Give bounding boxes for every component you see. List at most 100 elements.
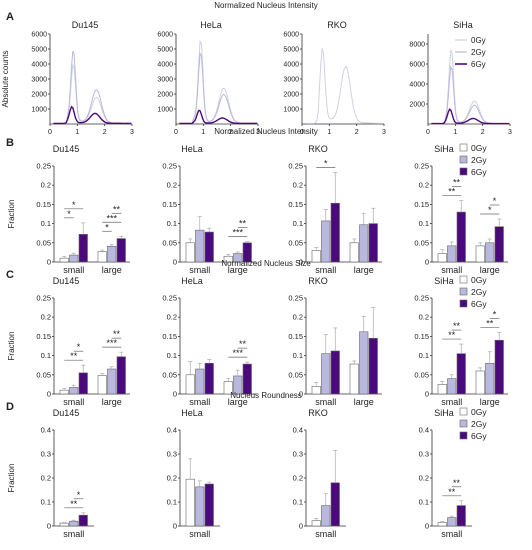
bar-2Gy-small <box>69 520 79 527</box>
y-tick-label: 0.4 <box>419 426 429 435</box>
y-tick-label: 0.15 <box>288 332 303 341</box>
x-tick-label: small <box>315 397 336 407</box>
x-tick-label: large <box>102 265 122 275</box>
y-tick-label: 0 <box>173 522 177 531</box>
legend-label: 2Gy <box>471 48 486 57</box>
subplot-title: SiHa <box>453 20 473 30</box>
bar-0Gy-small <box>311 250 321 263</box>
panel-title: Nucleus Roundness <box>230 391 302 400</box>
x-tick-label: 1 <box>453 129 457 136</box>
significance-label: ** <box>486 319 494 329</box>
x-tick-label: 3 <box>382 129 386 136</box>
significance-label: * <box>105 222 109 232</box>
series-line-0Gy <box>179 39 258 124</box>
bar-0Gy-large <box>475 370 485 395</box>
y-tick-label: 0.2 <box>293 313 303 322</box>
x-tick-label: small <box>63 265 84 275</box>
bar-2Gy-small <box>447 245 457 263</box>
bar-0Gy-large <box>349 242 359 263</box>
bar-6Gy-small <box>204 362 214 395</box>
significance-label: ** <box>70 499 78 509</box>
significance-label: ** <box>239 339 247 349</box>
significance-label: *** <box>106 213 117 223</box>
y-tick-label: 0.1 <box>41 498 51 507</box>
bar-6Gy-small <box>78 234 88 263</box>
bar-2Gy-small <box>321 353 331 395</box>
y-tick-label: 0.1 <box>419 351 429 360</box>
subplot-title: RKO <box>308 144 328 154</box>
panel-letter: A <box>6 11 14 23</box>
panel-title: Normalized Nucleus Intensity <box>214 127 318 136</box>
y-tick-label: 1000 <box>157 107 173 114</box>
series-line-2Gy <box>431 65 510 125</box>
x-tick-label: small <box>189 529 210 539</box>
bar-6Gy-small <box>330 350 340 395</box>
y-tick-label: 5000 <box>31 47 47 54</box>
y-tick-label: 0.2 <box>41 313 51 322</box>
bar-0Gy-small <box>185 374 195 395</box>
significance-label: *** <box>232 228 243 238</box>
series-line-6Gy <box>53 105 132 125</box>
y-tick-label: 0.25 <box>414 294 429 303</box>
y-tick-label: 0.4 <box>167 426 177 435</box>
x-tick-label: large <box>480 397 500 407</box>
y-tick-label: 0.05 <box>162 370 177 379</box>
y-tick-label: 0.05 <box>162 238 177 247</box>
bar-2Gy-large <box>107 245 117 263</box>
bar-0Gy-small <box>59 389 69 395</box>
x-tick-label: 3 <box>130 129 134 136</box>
bar-0Gy-large <box>97 251 107 263</box>
significance-label: * <box>77 342 81 352</box>
bar-2Gy-small <box>69 254 79 263</box>
bar-2Gy-small <box>195 229 205 263</box>
significance-label: * <box>67 209 71 219</box>
y-tick-label: 0.4 <box>41 426 51 435</box>
y-tick-label: 0.15 <box>414 332 429 341</box>
significance-label: ** <box>113 204 121 214</box>
x-tick-label: 2 <box>103 129 107 136</box>
y-tick-label: 0.05 <box>414 238 429 247</box>
y-tick-label: 0.25 <box>162 294 177 303</box>
subplot-title: HeLa <box>200 20 222 30</box>
y-tick-label: 0.1 <box>419 219 429 228</box>
subplot-title: Du145 <box>53 276 80 286</box>
x-tick-label: large <box>228 397 248 407</box>
y-tick-label: 8000 <box>409 42 425 49</box>
y-tick-label: 4000 <box>31 62 47 69</box>
series-line-2Gy <box>179 52 258 124</box>
bar-2Gy-small <box>321 505 331 527</box>
y-tick-label: 0.3 <box>167 450 177 459</box>
significance-label: ** <box>453 321 461 331</box>
y-tick-label: 0.1 <box>167 219 177 228</box>
bar-0Gy-small <box>437 253 447 263</box>
significance-label: ** <box>453 178 461 188</box>
x-tick-label: 0 <box>426 129 430 136</box>
bar-6Gy-small <box>204 231 214 263</box>
y-tick-label: 0 <box>425 522 429 531</box>
x-tick-label: 0 <box>174 129 178 136</box>
bar-0Gy-small <box>311 520 321 527</box>
y-tick-label: 0.1 <box>41 219 51 228</box>
x-tick-label: 2 <box>481 129 485 136</box>
significance-label: ** <box>70 351 78 361</box>
y-tick-label: 0.25 <box>414 162 429 171</box>
legend-swatch <box>459 167 468 176</box>
x-tick-label: large <box>228 265 248 275</box>
y-tick-label: 0.25 <box>162 162 177 171</box>
legend-swatch <box>459 143 468 152</box>
bar-6Gy-small <box>78 372 88 395</box>
x-tick-label: 3 <box>256 129 260 136</box>
x-tick-label: 3 <box>508 129 512 136</box>
y-tick-label: 0 <box>47 390 51 399</box>
bar-6Gy-large <box>368 223 378 263</box>
bar-0Gy-small <box>437 384 447 395</box>
y-tick-label: 0.1 <box>419 498 429 507</box>
bar-2Gy-large <box>485 242 495 263</box>
y-tick-label: 0 <box>425 258 429 267</box>
legend-label: 6Gy <box>471 60 486 69</box>
y-tick-label: 0.1 <box>293 351 303 360</box>
significance-label: * <box>493 196 497 206</box>
legend-label: 2Gy <box>471 155 487 165</box>
legend-label: 0Gy <box>471 36 486 45</box>
x-tick-label: 2 <box>355 129 359 136</box>
